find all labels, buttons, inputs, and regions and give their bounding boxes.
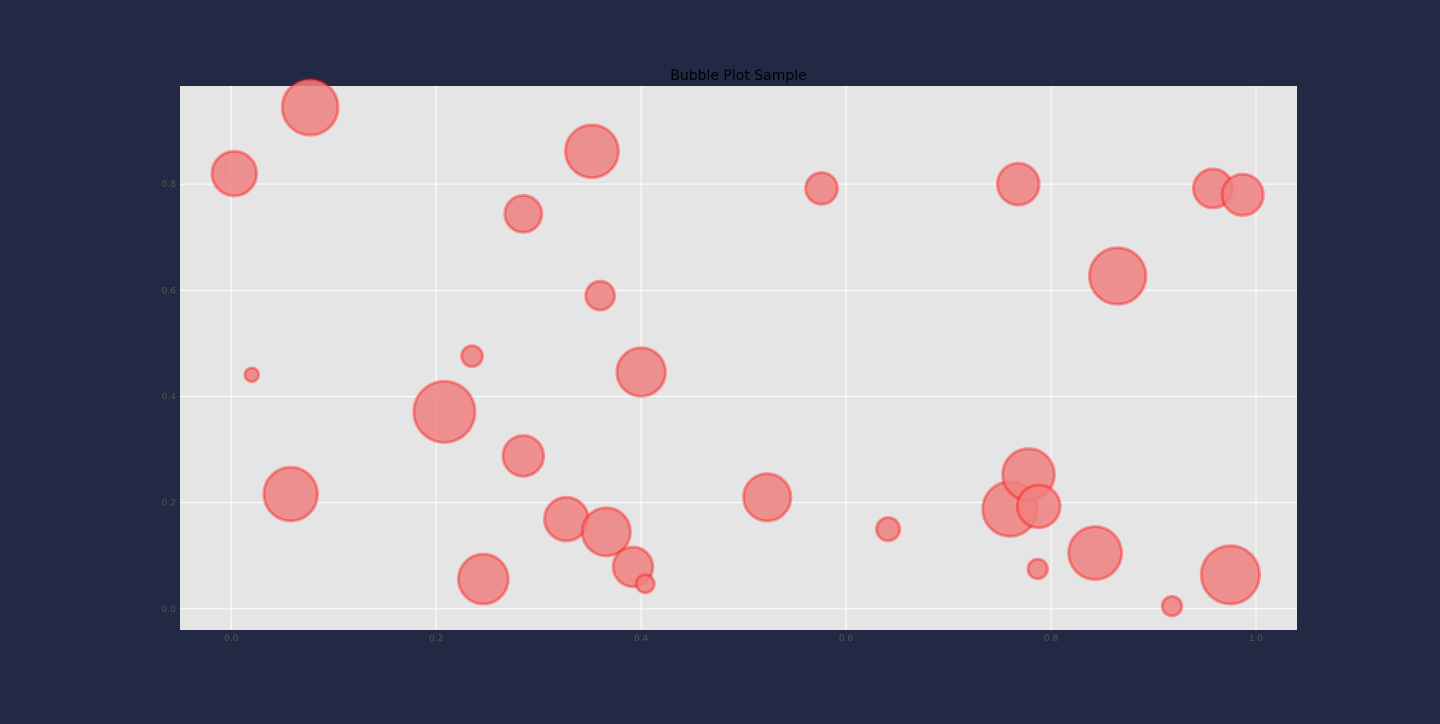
- y-tick-label: 0.4: [162, 392, 177, 402]
- x-tick-label: 0.0: [224, 634, 239, 644]
- bubble-point: [280, 77, 340, 137]
- y-axis: 0.0 0.2 0.4 0.6 0.8: [162, 180, 177, 615]
- x-tick-label: 0.8: [1044, 634, 1059, 644]
- bubble-point: [1160, 594, 1184, 618]
- bubble-point: [1087, 246, 1148, 306]
- bubble-point: [1067, 525, 1124, 582]
- bubble-point: [460, 344, 485, 369]
- chart-title: Bubble Plot Sample: [670, 68, 807, 84]
- x-tick-label: 1.0: [1249, 634, 1264, 644]
- y-tick-label: 0.2: [162, 499, 176, 509]
- bubble-point: [1220, 172, 1265, 217]
- bubble-point: [1199, 544, 1262, 606]
- bubble-point: [1026, 557, 1050, 581]
- x-tick-label: 0.2: [429, 634, 443, 644]
- y-tick-label: 0.6: [162, 286, 177, 296]
- bubble-point: [412, 379, 477, 444]
- bubble-point: [503, 193, 544, 234]
- x-tick-label: 0.4: [634, 634, 649, 644]
- x-axis: 0.0 0.2 0.4 0.6 0.8 1.0: [224, 634, 1263, 644]
- y-tick-label: 0.8: [162, 180, 177, 190]
- bubble-point: [742, 472, 793, 523]
- bubble-point: [210, 149, 259, 198]
- bubble-series: [210, 77, 1265, 618]
- bubble-point: [584, 279, 617, 312]
- y-tick-label: 0.0: [162, 605, 177, 615]
- bubble-point: [874, 515, 902, 543]
- bubble-point: [634, 573, 656, 595]
- bubble-point: [804, 170, 839, 206]
- bubble-point: [615, 346, 667, 398]
- bubble-point: [1015, 483, 1062, 530]
- bubble-point: [563, 123, 620, 180]
- bubble-point: [243, 366, 261, 384]
- bubble-point: [501, 434, 546, 478]
- bubble-point: [262, 465, 320, 523]
- bubble-point: [456, 552, 510, 606]
- bubble-point: [995, 161, 1041, 207]
- plot-area: [180, 86, 1297, 630]
- bubble-point: [580, 506, 632, 558]
- x-tick-label: 0.6: [839, 634, 854, 644]
